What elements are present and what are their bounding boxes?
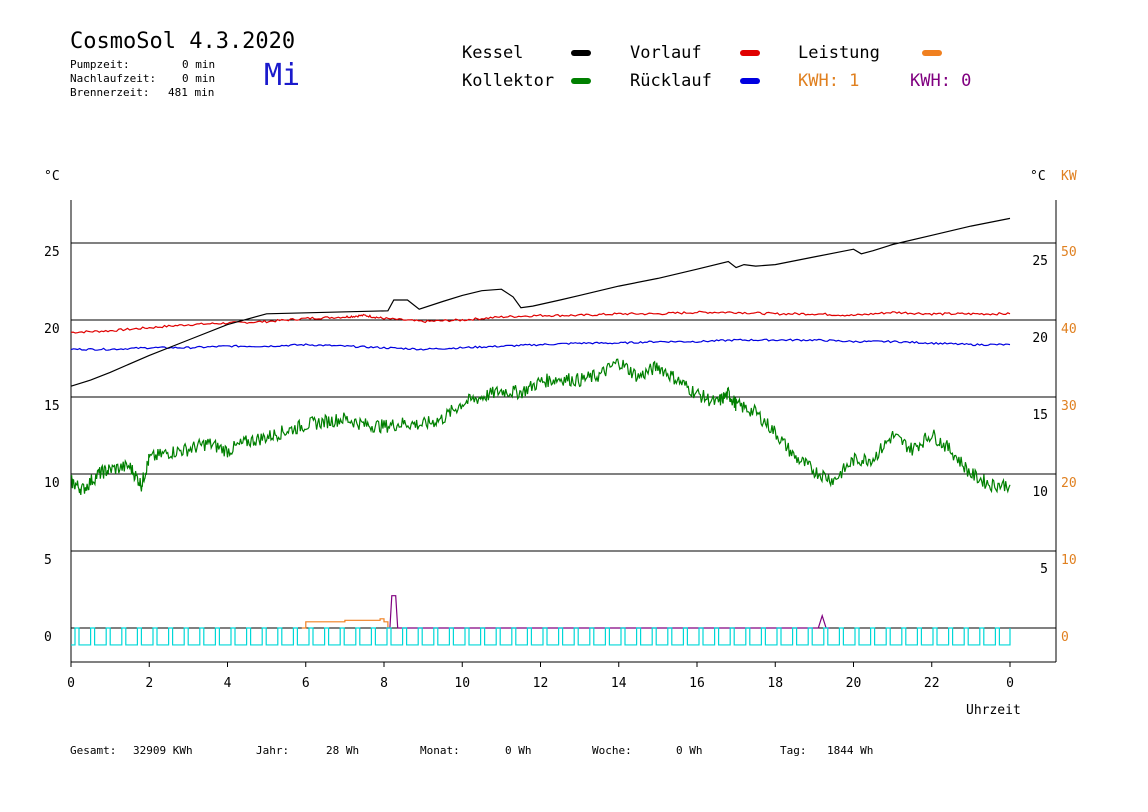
legend-leistung-label: Leistung <box>798 43 880 63</box>
legend-vorlauf-swatch <box>740 50 760 56</box>
kw-unit-label: KW <box>1061 169 1077 184</box>
series-kollektor-line <box>70 358 1011 495</box>
kw-tick-label: 20 <box>1061 476 1077 491</box>
legend-kwh2-label: KWH: 0 <box>910 71 972 91</box>
y-left-tick-label: 5 <box>44 553 52 568</box>
x-axis-label: Uhrzeit <box>966 703 1021 718</box>
kw-tick-label: 40 <box>1061 322 1077 337</box>
series-vorlauf-line <box>70 310 1011 334</box>
series-pump-line <box>71 627 1011 646</box>
gesamt-label: Gesamt: <box>70 744 117 757</box>
legend-kwh1-label: KWH: 1 <box>798 71 860 91</box>
tag-label: Tag: <box>780 744 807 757</box>
legend-kollektor-swatch <box>571 78 591 84</box>
x-tick-label: 12 <box>533 676 549 691</box>
y-right-tick-label: 5 <box>1040 562 1048 577</box>
weekday-label: Mi <box>264 58 301 93</box>
jahr-value: 28 Wh <box>326 744 360 757</box>
x-tick-label: 8 <box>380 676 388 691</box>
legend-leistung-swatch <box>922 50 942 56</box>
kw-tick-label: 10 <box>1061 553 1077 568</box>
y-right-tick-label: 25 <box>1032 254 1048 269</box>
y-left-tick-label: 15 <box>44 399 60 414</box>
series-ruecklauf-line <box>70 338 1011 351</box>
y-left-tick-label: 20 <box>44 322 60 337</box>
y-left-unit-label: °C <box>44 169 60 184</box>
kw-tick-label: 0 <box>1061 630 1069 645</box>
brennerzeit-value: 481 min <box>168 86 215 99</box>
x-tick-label: 10 <box>454 676 470 691</box>
x-tick-label: 0 <box>67 676 75 691</box>
x-tick-label: 22 <box>924 676 940 691</box>
series-kessel-line <box>70 217 1011 387</box>
x-tick-label: 14 <box>611 676 627 691</box>
brennerzeit-label: Brennerzeit: <box>70 86 150 99</box>
y-left-tick-label: 25 <box>44 245 60 260</box>
y-left-tick-label: 10 <box>44 476 60 491</box>
kw-tick-label: 50 <box>1061 245 1077 260</box>
x-tick-label: 0 <box>1006 676 1014 691</box>
x-tick-label: 2 <box>145 676 153 691</box>
series-leistung-line <box>301 618 389 629</box>
x-tick-label: 20 <box>846 676 862 691</box>
nachlaufzeit-value: 0 min <box>182 72 216 85</box>
y-left-tick-label: 0 <box>44 630 52 645</box>
pumpzeit-value: 0 min <box>182 58 216 71</box>
nachlaufzeit-label: Nachlaufzeit: <box>70 72 157 85</box>
series-kwh-impulse-line <box>386 595 830 629</box>
monat-label: Monat: <box>420 744 460 757</box>
x-tick-label: 16 <box>689 676 705 691</box>
y-right-tick-label: 15 <box>1032 408 1048 423</box>
chart-title: CosmoSol 4.3.2020 <box>70 29 296 54</box>
y-right-tick-label: 10 <box>1032 485 1048 500</box>
woche-label: Woche: <box>592 744 632 757</box>
legend-vorlauf-label: Vorlauf <box>630 43 702 63</box>
x-tick-label: 18 <box>767 676 783 691</box>
x-tick-label: 4 <box>224 676 232 691</box>
gesamt-value: 32909 KWh <box>133 744 193 757</box>
legend-ruecklauf-swatch <box>740 78 760 84</box>
legend-ruecklauf-label: Rücklauf <box>630 71 712 91</box>
monat-value: 0 Wh <box>505 744 532 757</box>
tag-value: 1844 Wh <box>827 744 874 757</box>
jahr-label: Jahr: <box>256 744 290 757</box>
pumpzeit-label: Pumpzeit: <box>70 58 130 71</box>
legend-kollektor-label: Kollektor <box>462 71 555 91</box>
y-right-unit-label: °C <box>1030 169 1046 184</box>
legend-kessel-label: Kessel <box>462 43 524 63</box>
x-tick-label: 6 <box>302 676 310 691</box>
legend-kessel-swatch <box>571 50 591 56</box>
kw-tick-label: 30 <box>1061 399 1077 414</box>
woche-value: 0 Wh <box>676 744 703 757</box>
y-right-tick-label: 20 <box>1032 331 1048 346</box>
